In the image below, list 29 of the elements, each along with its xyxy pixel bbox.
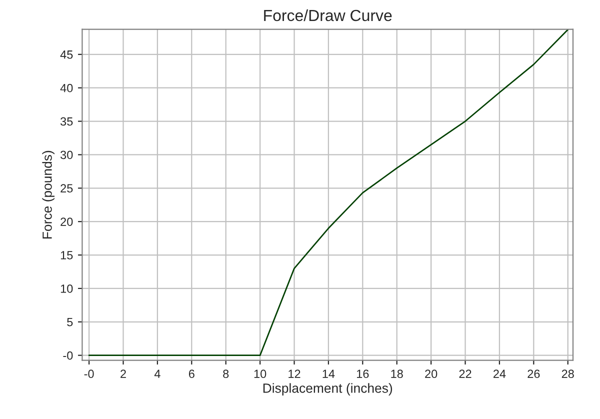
y-tick-label: 45 bbox=[60, 50, 73, 59]
y-tick-label: 15 bbox=[60, 251, 73, 260]
x-tick-label: 4 bbox=[154, 370, 160, 378]
x-tick-label: 28 bbox=[562, 370, 574, 378]
x-axis-title: Displacement (inches) bbox=[263, 383, 392, 396]
x-tick-label: 26 bbox=[528, 370, 540, 378]
y-tick-label: 25 bbox=[60, 184, 73, 193]
x-tick-label: 2 bbox=[120, 370, 126, 378]
x-tick-label: 14 bbox=[322, 370, 335, 378]
x-tick-label: 12 bbox=[288, 370, 300, 378]
x-tick-label: 16 bbox=[356, 370, 369, 378]
y-tick-label: 20 bbox=[60, 218, 73, 226]
y-tick-label: 10 bbox=[60, 284, 73, 293]
x-tick-label: 24 bbox=[493, 370, 506, 378]
y-tick-label: 40 bbox=[60, 84, 73, 92]
x-tick-label: 22 bbox=[459, 370, 472, 378]
y-tick-label: 35 bbox=[60, 117, 73, 126]
x-tick-label: 8 bbox=[223, 370, 229, 378]
x-tick-label: 18 bbox=[391, 370, 403, 378]
y-tick-label: -0 bbox=[63, 351, 73, 360]
chart-title: Force/Draw Curve bbox=[264, 9, 392, 22]
line-series bbox=[88, 29, 569, 356]
x-tick-label: 10 bbox=[254, 370, 266, 378]
y-axis-title: Force (pounds) bbox=[42, 150, 54, 238]
y-tick-label: 5 bbox=[67, 318, 73, 326]
x-tick-label: 6 bbox=[188, 370, 194, 378]
x-tick-label: 20 bbox=[425, 370, 438, 378]
x-tick-label: -0 bbox=[84, 370, 94, 378]
y-tick-label: 30 bbox=[60, 150, 73, 160]
